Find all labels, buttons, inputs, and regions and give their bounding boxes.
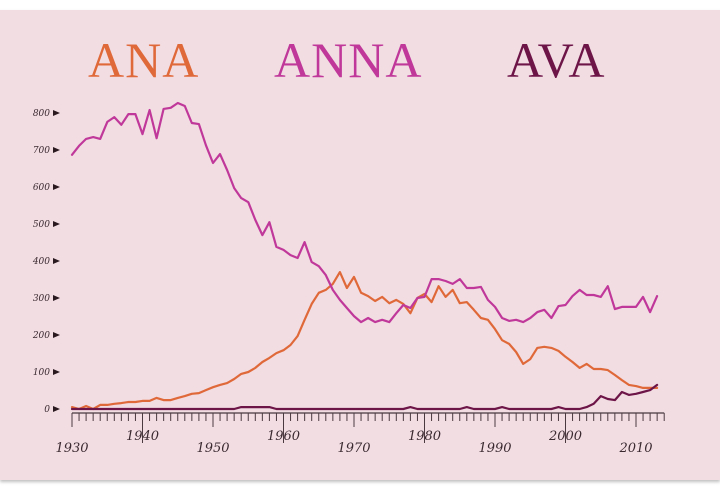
y-tick: 300 xyxy=(33,294,60,304)
x-tick-label: 1960 xyxy=(267,429,300,444)
chart-paper xyxy=(0,10,720,480)
legend: ANA ANNA AVA xyxy=(0,30,720,90)
x-tick-label: 2010 xyxy=(618,441,652,456)
series-line-ana xyxy=(70,271,659,411)
y-tick-arrow-icon xyxy=(53,258,60,264)
y-tick-arrow-icon xyxy=(53,295,60,301)
y-tick-arrow-icon xyxy=(53,406,60,412)
y-tick: 600 xyxy=(33,183,60,193)
x-axis: 1930 1940 1950 1960 1970 1980 1990 2000 2010 xyxy=(55,412,665,456)
y-tick-label: 700 xyxy=(33,146,50,156)
y-tick: 500 xyxy=(33,220,60,230)
y-tick-label: 400 xyxy=(32,257,50,267)
y-tick: 100 xyxy=(33,368,60,378)
y-tick-label: 300 xyxy=(33,294,50,304)
x-tick-label: 1930 xyxy=(55,441,88,456)
series-line-ava xyxy=(70,383,659,411)
y-tick: 700 xyxy=(33,146,60,156)
y-tick-label: 600 xyxy=(33,183,50,193)
y-tick-label: 800 xyxy=(33,109,50,119)
x-tick-label: 1990 xyxy=(478,441,511,456)
series-lines xyxy=(70,101,659,411)
y-tick-arrow-icon xyxy=(53,147,60,153)
y-tick: 200 xyxy=(32,331,60,341)
y-tick-arrow-icon xyxy=(53,332,60,338)
y-tick: 800 xyxy=(33,109,60,119)
x-tick-label: 2000 xyxy=(548,429,582,444)
x-tick-label: 1970 xyxy=(337,441,370,456)
y-tick-label: 500 xyxy=(33,220,50,230)
y-tick: 400 xyxy=(32,257,60,267)
y-tick-label: 100 xyxy=(33,368,50,378)
y-axis: 0 100 200 300 400 500 600 700 800 xyxy=(32,109,60,415)
y-tick-arrow-icon xyxy=(53,221,60,227)
y-tick-label: 200 xyxy=(32,331,50,341)
legend-item-anna: ANNA xyxy=(274,32,423,88)
y-tick-label: 0 xyxy=(44,405,50,415)
y-tick-arrow-icon xyxy=(53,184,60,190)
y-tick-arrow-icon xyxy=(53,369,60,375)
y-tick-arrow-icon xyxy=(53,110,60,116)
y-tick: 0 xyxy=(44,405,60,415)
x-tick-label: 1940 xyxy=(126,429,159,444)
x-tick-label: 1950 xyxy=(196,441,229,456)
x-tick-label: 1980 xyxy=(408,429,441,444)
series-line-anna xyxy=(70,101,659,324)
legend-item-ana: ANA xyxy=(88,32,200,88)
legend-item-ava: AVA xyxy=(507,32,606,88)
